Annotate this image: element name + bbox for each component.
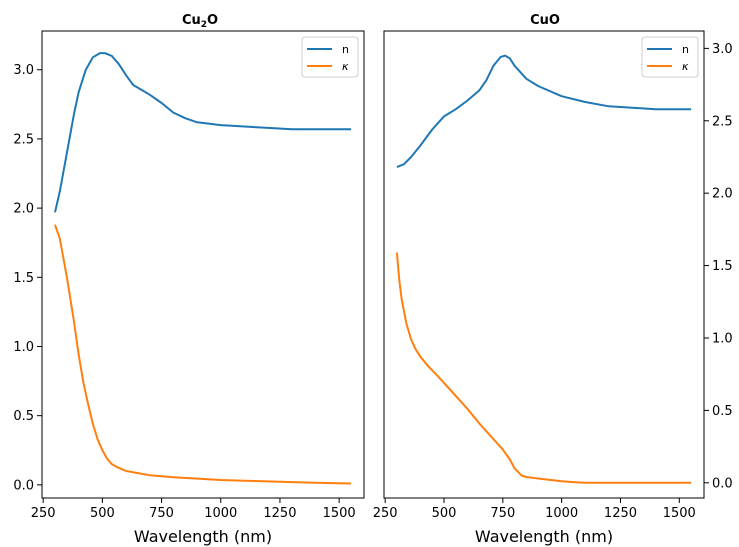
- panel-cu2o-plot: [54, 52, 352, 485]
- x-tick-label: 500: [90, 506, 115, 521]
- panel-cu2o: Cu2O 250 500 750 1000 1250 1500 0.0 0.5 1.0 1.5 2…: [13, 13, 365, 546]
- legend-box: [301, 36, 359, 78]
- y-tick-label: 0.5: [712, 404, 733, 419]
- panel-cuo-legend: nκ: [641, 36, 699, 78]
- panel-cuo-frame: [383, 30, 705, 499]
- panel-cuo-x-axis-label: Wavelength (nm): [475, 527, 613, 546]
- panel-cu2o-y-ticks: 0.0 0.5 1.0 1.5 2.0 2.5 3.0: [13, 63, 42, 493]
- panel-cuo: CuO 250 500 750 1000 1250 1500 0.0 0.5 1.0 1.5 2.…: [373, 13, 733, 546]
- panel-cuo-title: CuO: [530, 13, 560, 28]
- panel-cuo-plot: [395, 54, 692, 484]
- y-tick-label: 0.5: [13, 409, 34, 424]
- legend-label-n: n: [682, 43, 689, 56]
- panel-cu2o-frame: [41, 30, 365, 499]
- y-tick-label: 1.0: [712, 331, 733, 346]
- x-tick-label: 1500: [323, 506, 356, 521]
- legend-label-n: n: [342, 43, 349, 56]
- x-tick-label: 750: [490, 506, 515, 521]
- panel-cuo-y-ticks: 0.0 0.5 1.0 1.5 2.0 2.5 3.0: [704, 42, 733, 491]
- y-tick-label: 2.0: [712, 187, 733, 202]
- panel-cu2o-x-ticks: 250 500 750 1000 1250 1500: [31, 498, 356, 521]
- y-tick-label: 0.0: [712, 476, 733, 491]
- y-tick-label: 0.0: [13, 478, 34, 493]
- series-line-kappa: [395, 252, 692, 484]
- x-tick-label: 1250: [263, 506, 296, 521]
- series-line-n: [54, 52, 351, 213]
- panel-cuo-x-ticks: 250 500 750 1000 1250 1500: [373, 498, 696, 521]
- y-tick-label: 2.5: [13, 132, 34, 147]
- x-tick-label: 500: [432, 506, 457, 521]
- y-tick-label: 3.0: [13, 63, 34, 78]
- legend-label-kappa: κ: [342, 60, 349, 73]
- panel-cu2o-legend: nκ: [301, 36, 359, 78]
- x-tick-label: 1250: [604, 506, 637, 521]
- legend-label-kappa: κ: [682, 60, 689, 73]
- y-tick-label: 2.0: [13, 202, 34, 217]
- x-tick-label: 750: [149, 506, 174, 521]
- panel-cu2o-title: Cu2O: [182, 13, 218, 30]
- y-tick-label: 1.5: [712, 259, 733, 274]
- legend-box: [641, 36, 699, 78]
- y-tick-label: 2.5: [712, 114, 733, 129]
- x-tick-label: 1000: [545, 506, 578, 521]
- x-tick-label: 1000: [204, 506, 237, 521]
- x-tick-label: 1500: [663, 506, 696, 521]
- panel-cu2o-x-axis-label: Wavelength (nm): [134, 527, 272, 546]
- y-tick-label: 1.5: [13, 271, 34, 286]
- x-tick-label: 250: [373, 506, 398, 521]
- series-line-kappa: [54, 224, 352, 485]
- y-tick-label: 3.0: [712, 42, 733, 57]
- series-line-n: [396, 54, 692, 169]
- y-tick-label: 1.0: [13, 340, 34, 355]
- x-tick-label: 250: [31, 506, 56, 521]
